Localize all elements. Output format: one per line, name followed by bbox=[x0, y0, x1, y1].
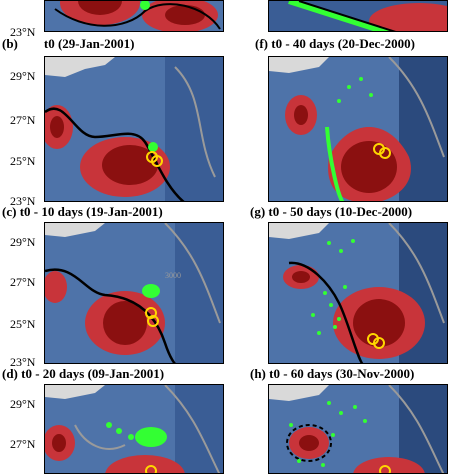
lat-label-25n-c: 25°N bbox=[10, 317, 36, 331]
map-panel-d bbox=[44, 384, 224, 474]
panel-b-date: t0 (29-Jan-2001) bbox=[43, 36, 135, 51]
lat-label-29n-b: 29°N bbox=[10, 69, 36, 83]
panel-d-date: t0 - 20 days (09-Jan-2001) bbox=[21, 366, 165, 381]
map-panel-h bbox=[268, 384, 448, 474]
panel-h-title: (h) t0 - 60 days (30-Nov-2000) bbox=[250, 364, 414, 384]
lat-label-27n-d: 27°N bbox=[10, 437, 36, 451]
lat-label-29n-d: 29°N bbox=[10, 397, 36, 411]
panel-g-date: t0 - 50 days (10-Dec-2000) bbox=[268, 204, 413, 219]
panel-h-label: (h) bbox=[250, 366, 266, 381]
lat-label-23n-top-left: 23°N bbox=[10, 25, 36, 39]
panel-d-label: (d) bbox=[2, 366, 18, 381]
map-panel-f bbox=[268, 56, 448, 202]
panel-g-title: (g) t0 - 50 days (10-Dec-2000) bbox=[250, 202, 412, 222]
panel-b-title: (b) t0 (29-Jan-2001) bbox=[2, 34, 135, 54]
panel-h-date: t0 - 60 days (30-Nov-2000) bbox=[269, 366, 415, 381]
contour-label-3000-c: 3000 bbox=[165, 271, 181, 280]
map-panel-a-cropped bbox=[44, 0, 224, 32]
lat-label-29n-c: 29°N bbox=[10, 235, 36, 249]
panel-c-label: (c) bbox=[2, 204, 17, 219]
lat-label-27n-c: 27°N bbox=[10, 275, 36, 289]
panel-f-label: (f) bbox=[255, 36, 268, 51]
panel-c-title: (c) t0 - 10 days (19-Jan-2001) bbox=[2, 202, 163, 222]
panel-d-title: (d) t0 - 20 days (09-Jan-2001) bbox=[2, 364, 164, 384]
lat-label-23n-c: 23°N bbox=[10, 355, 36, 369]
lat-label-27n-b: 27°N bbox=[10, 113, 36, 127]
lat-label-23n-b: 23°N bbox=[10, 194, 36, 208]
panel-b-label: (b) bbox=[2, 36, 18, 51]
map-panel-e-cropped bbox=[268, 0, 448, 32]
map-panel-b bbox=[44, 56, 224, 202]
panel-g-label: (g) bbox=[250, 204, 266, 219]
map-panel-g bbox=[268, 222, 448, 364]
lat-label-25n-b: 25°N bbox=[10, 154, 36, 168]
panel-c-date: t0 - 10 days (19-Jan-2001) bbox=[19, 204, 163, 219]
panel-f-title: (f) t0 - 40 days (20-Dec-2000) bbox=[255, 34, 415, 54]
panel-f-date: t0 - 40 days (20-Dec-2000) bbox=[271, 36, 415, 51]
map-panel-c: 3000 bbox=[44, 222, 224, 364]
